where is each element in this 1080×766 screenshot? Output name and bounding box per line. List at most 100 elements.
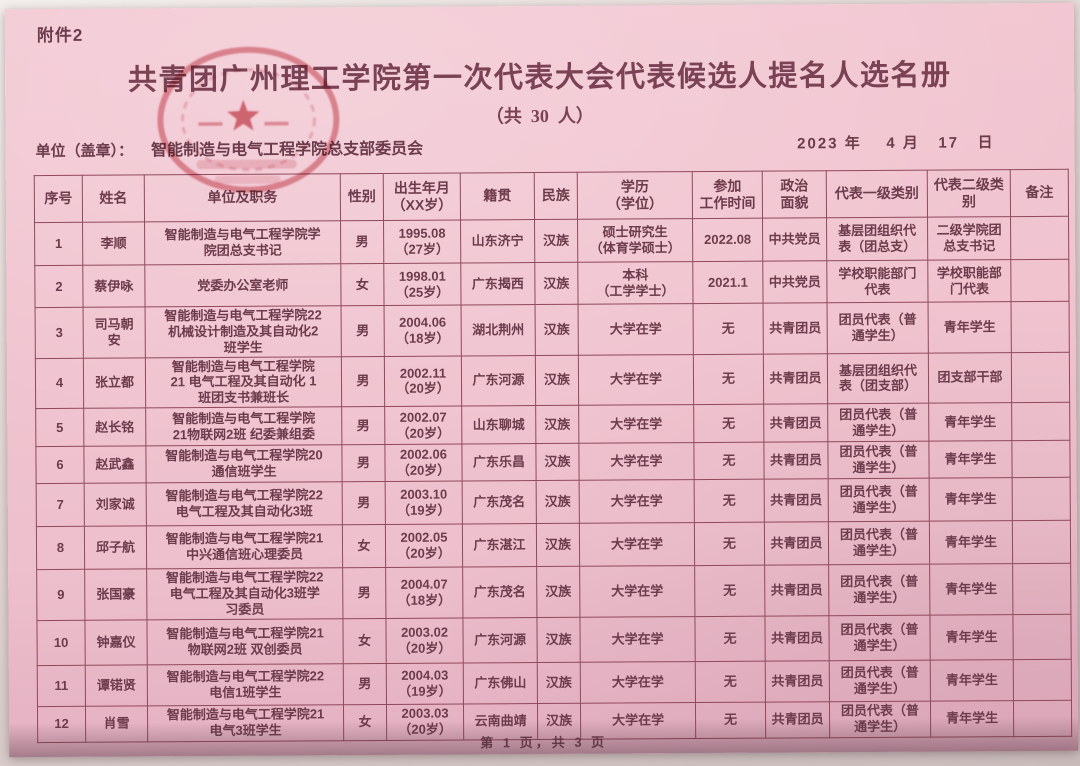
table-cell: 无	[694, 522, 765, 566]
table-cell: 3	[35, 307, 84, 359]
unit-label: 单位（盖章）：	[35, 142, 134, 161]
table-cell: 无	[694, 479, 765, 523]
table-cell: 无	[693, 303, 764, 355]
table-cell: 基层团组织代 表（团支部）	[827, 352, 929, 404]
table-cell: 无	[693, 353, 764, 405]
header-cell-7: 学历 （学位）	[577, 171, 693, 220]
table-cell: 司马朝 安	[83, 306, 146, 358]
table-cell: 学校职能部 门代表	[927, 259, 1012, 303]
table-row-1: 1 李顺 智能制造与电气工程学院学 院团总支书记男 1995.08 （27岁） 山东济宁…	[34, 216, 1069, 266]
table-cell: 大学在学	[578, 442, 695, 481]
table-cell: 广东佛山	[463, 662, 538, 704]
table-cell: 汉族	[534, 262, 579, 305]
table-cell: 共青团员	[765, 660, 830, 702]
table-cell: 青年学生	[929, 614, 1014, 660]
table-cell: 汉族	[536, 566, 580, 618]
table-row-7: 7 刘家诚 智能制造与电气工程学院22 电气工程及其自动化3班男 2003.10 （1…	[36, 477, 1071, 527]
table-cell: 2004.06 （18岁）	[384, 304, 462, 357]
table-cell: 蔡伊咏	[82, 264, 146, 308]
document-subtitle: （共 30 人）	[485, 105, 594, 127]
table-cell: 湖北荆州	[461, 304, 536, 356]
table-cell: 青年学生	[928, 402, 1012, 442]
table-cell: 男	[341, 444, 386, 482]
table-cell: 2021.1	[692, 261, 764, 304]
table-cell: 男	[341, 305, 385, 357]
table-cell: 团员代表（普 通学生）	[828, 564, 930, 616]
table-cell: 11	[37, 665, 86, 707]
table-cell: 大学在学	[579, 616, 696, 663]
table-cell: 智能制造与电气工程学院22 电气工程及其自动化3班学 习委员	[146, 567, 343, 620]
table-row-11: 11 谭锘贤 智能制造与电气工程学院22 电信1班学生男 2004.03 （19岁）广…	[37, 659, 1072, 707]
table-cell: 团员代表（普 通学生）	[829, 659, 931, 702]
table-cell: 无	[694, 565, 765, 617]
table-cell: 2003.02 （20岁）	[385, 617, 464, 664]
table-cell: 基层团组织代 表（团总支）	[826, 217, 928, 261]
table-cell	[1010, 216, 1069, 260]
table-cell: 团员代表（普 通学生）	[828, 614, 931, 661]
table-cell: 青年学生	[929, 563, 1013, 615]
header-row: 序号 姓名 单位及职务 性别 出生年月 （XX岁） 籍贯 民族 学历 （学位） 参加 工作时间政…	[34, 169, 1069, 223]
table-cell: 广东揭西	[460, 262, 536, 305]
scanned-document-page: 附件2 共青团广州理工学院第一次代表大会代表候选人提名人选名册 （共 30 人）…	[4, 2, 1079, 758]
table-cell: 5	[35, 408, 84, 447]
table-cell: 共青团员	[763, 302, 828, 354]
header-cell-9: 政治 面貌	[762, 170, 827, 219]
table-cell: 汉族	[534, 219, 578, 263]
table-cell: 大学在学	[580, 661, 696, 704]
table-cell	[1011, 402, 1070, 441]
table-cell: 青年学生	[928, 301, 1012, 353]
header-cell-4: 出生年月 （XX岁）	[383, 172, 461, 221]
table-cell: 共青团员	[764, 521, 829, 566]
table-cell	[1011, 440, 1071, 478]
table-cell: 中共党员	[762, 217, 827, 262]
table-cell: 男	[342, 481, 386, 525]
header-cell-10: 代表一级类别	[826, 170, 928, 218]
table-cell: 男	[342, 567, 386, 619]
table-cell: 1998.01 （25岁）	[383, 262, 462, 306]
table-row-8: 8 邱子航 智能制造与电气工程学院21 中兴通信班心理委员女 2002.05 （20岁…	[36, 520, 1071, 570]
table-cell: 青年学生	[930, 659, 1014, 701]
table-row-2: 2 蔡伊咏 党委办公室老师女 1998.01 （25岁） 广东揭西 汉族 本科 （工学学士）…	[34, 259, 1070, 308]
table-cell: 本科 （工学学士）	[577, 261, 694, 305]
table-cell: 智能制造与电气工程学院21 物联网2班 双创委员	[146, 618, 344, 665]
table-cell: 智能制造与电气工程学院20 通信班学生	[145, 444, 343, 484]
attachment-label: 附件2	[36, 25, 84, 46]
table-cell: 团员代表（普 通学生）	[827, 441, 930, 479]
table-cell: 汉族	[536, 480, 580, 524]
table-cell: 2002.05 （20岁）	[385, 524, 463, 568]
table-cell	[1010, 259, 1070, 302]
table-cell: 张国豪	[84, 569, 147, 621]
document-title: 共青团广州理工学院第一次代表大会代表候选人提名人选名册	[127, 59, 952, 97]
table-cell: 李顺	[82, 221, 145, 266]
table-cell: 女	[342, 524, 386, 568]
table-cell: 8	[36, 526, 85, 570]
document-date: 2023 年 4 月 17 日	[797, 134, 995, 153]
header-cell-8: 参加 工作时间	[692, 171, 763, 219]
table-cell: 男	[340, 220, 384, 264]
table-cell: 青年学生	[929, 520, 1013, 565]
unit-line: 单位（盖章）： 智能制造与电气工程学院总支部委员会	[36, 135, 424, 161]
header-cell-5: 籍贯	[460, 172, 535, 220]
table-row-5: 5 赵长铭 智能制造与电气工程学院 21物联网2班 纪委兼组委男 2002.07 （2…	[35, 402, 1070, 447]
table-cell: 中共党员	[762, 260, 828, 304]
header-cell-1: 姓名	[82, 174, 145, 223]
table-cell: 智能制造与电气工程学院22 电气工程及其自动化3班	[146, 481, 343, 527]
table-cell: 邱子航	[84, 526, 147, 570]
table-cell: 共青团员	[763, 441, 829, 480]
table-cell: 1995.08 （27岁）	[383, 219, 461, 264]
table-row-9: 9 张国豪 智能制造与电气工程学院22 电气工程及其自动化3班学 习委员男 2004.…	[36, 563, 1071, 621]
table-cell: 广东河源	[461, 355, 536, 407]
table-cell: 大学在学	[579, 565, 695, 618]
table-cell: 广东河源	[462, 617, 538, 663]
table-cell: 无	[693, 442, 765, 480]
roster-table-wrap: 序号 姓名 单位及职务 性别 出生年月 （XX岁） 籍贯 民族 学历 （学位） 参加 工作时间政…	[34, 169, 1072, 743]
table-cell: 广东茂名	[462, 566, 537, 618]
table-cell: 汉族	[536, 617, 581, 663]
table-cell: 青年学生	[929, 477, 1013, 522]
table-row-6: 6 赵武鑫 智能制造与电气工程学院20 通信班学生男 2002.06 （20岁） 广东乐…	[35, 440, 1071, 484]
table-cell: 刘家诚	[84, 483, 147, 527]
table-cell: 共青团员	[764, 564, 829, 616]
table-cell: 共青团员	[764, 478, 829, 523]
table-cell: 7	[36, 483, 85, 527]
table-cell: 汉族	[535, 354, 579, 406]
